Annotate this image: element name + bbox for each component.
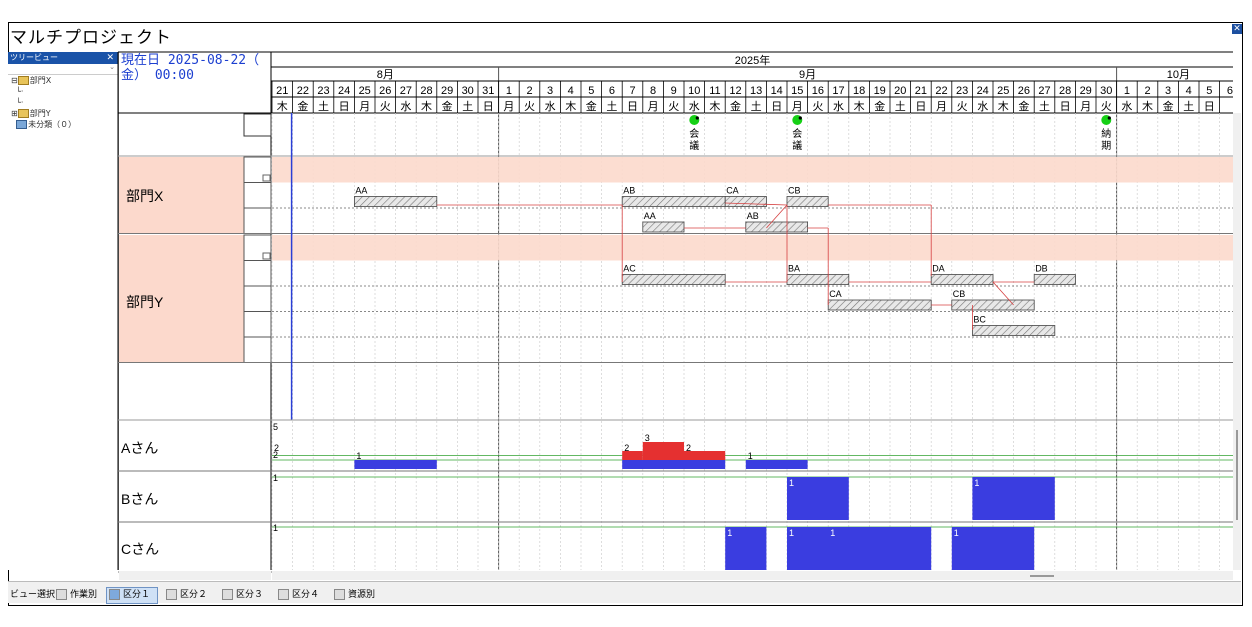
view-tab-cat4[interactable]: 区分４ xyxy=(278,587,319,600)
chevron-down-icon: ⌄ xyxy=(109,63,115,71)
box-icon xyxy=(16,120,28,129)
tree-item-unclassified[interactable]: 未分類（０） xyxy=(8,119,118,130)
tree-item-dept-x[interactable]: ⊟ 部門X xyxy=(11,76,52,85)
tree-view-header: ツリービュー ✕ xyxy=(8,52,118,64)
tree-item-dept-y[interactable]: ⊞ 部門Y xyxy=(11,109,51,118)
view-icon xyxy=(166,589,177,600)
view-icon xyxy=(56,589,67,600)
tree-child[interactable]: └· xyxy=(11,98,24,107)
view-icon xyxy=(109,589,120,600)
tree-child[interactable]: └· xyxy=(11,87,24,96)
view-icon xyxy=(334,589,345,600)
tree-item-label: 部門Y xyxy=(29,109,51,118)
view-selector-label: ビュー選択： xyxy=(10,590,65,600)
window-title: マルチプロジェクト xyxy=(10,28,172,48)
view-tab-cat3[interactable]: 区分３ xyxy=(222,587,263,600)
view-tab-cat1-label[interactable]: 区分１ xyxy=(109,587,150,600)
folder-icon xyxy=(17,76,29,85)
tree-close-icon[interactable]: ✕ xyxy=(106,53,114,63)
current-date: 現在日 2025-08-22（ 金） 00:00 xyxy=(121,53,259,83)
tree-item-label: 未分類（０） xyxy=(28,120,77,129)
close-icon[interactable]: ✕ xyxy=(1232,24,1242,34)
folder-icon xyxy=(17,109,29,118)
main-window xyxy=(8,22,1243,606)
tree-item-label: 部門X xyxy=(29,76,52,85)
view-icon xyxy=(278,589,289,600)
tree-filter-dropdown[interactable]: ⌄ xyxy=(8,63,118,75)
view-tab-cat2[interactable]: 区分２ xyxy=(166,587,207,600)
current-date-line1: 現在日 2025-08-22（ xyxy=(121,53,260,68)
view-tab-tasks[interactable]: 作業別 xyxy=(56,587,97,600)
tree-view-title: ツリービュー xyxy=(10,53,58,62)
tree-view-panel: ツリービュー ✕ ⌄ ⊟ 部門X └· └· ⊞ 部門Y 未分類（０） xyxy=(8,52,119,570)
current-date-line2: 金） 00:00 xyxy=(121,68,194,83)
view-selector-bar: ビュー選択： 作業別 区分１ 区分２ 区分３ 区分４ 資源別 xyxy=(8,581,1241,604)
view-tab-resources[interactable]: 資源別 xyxy=(334,587,375,600)
view-icon xyxy=(222,589,233,600)
